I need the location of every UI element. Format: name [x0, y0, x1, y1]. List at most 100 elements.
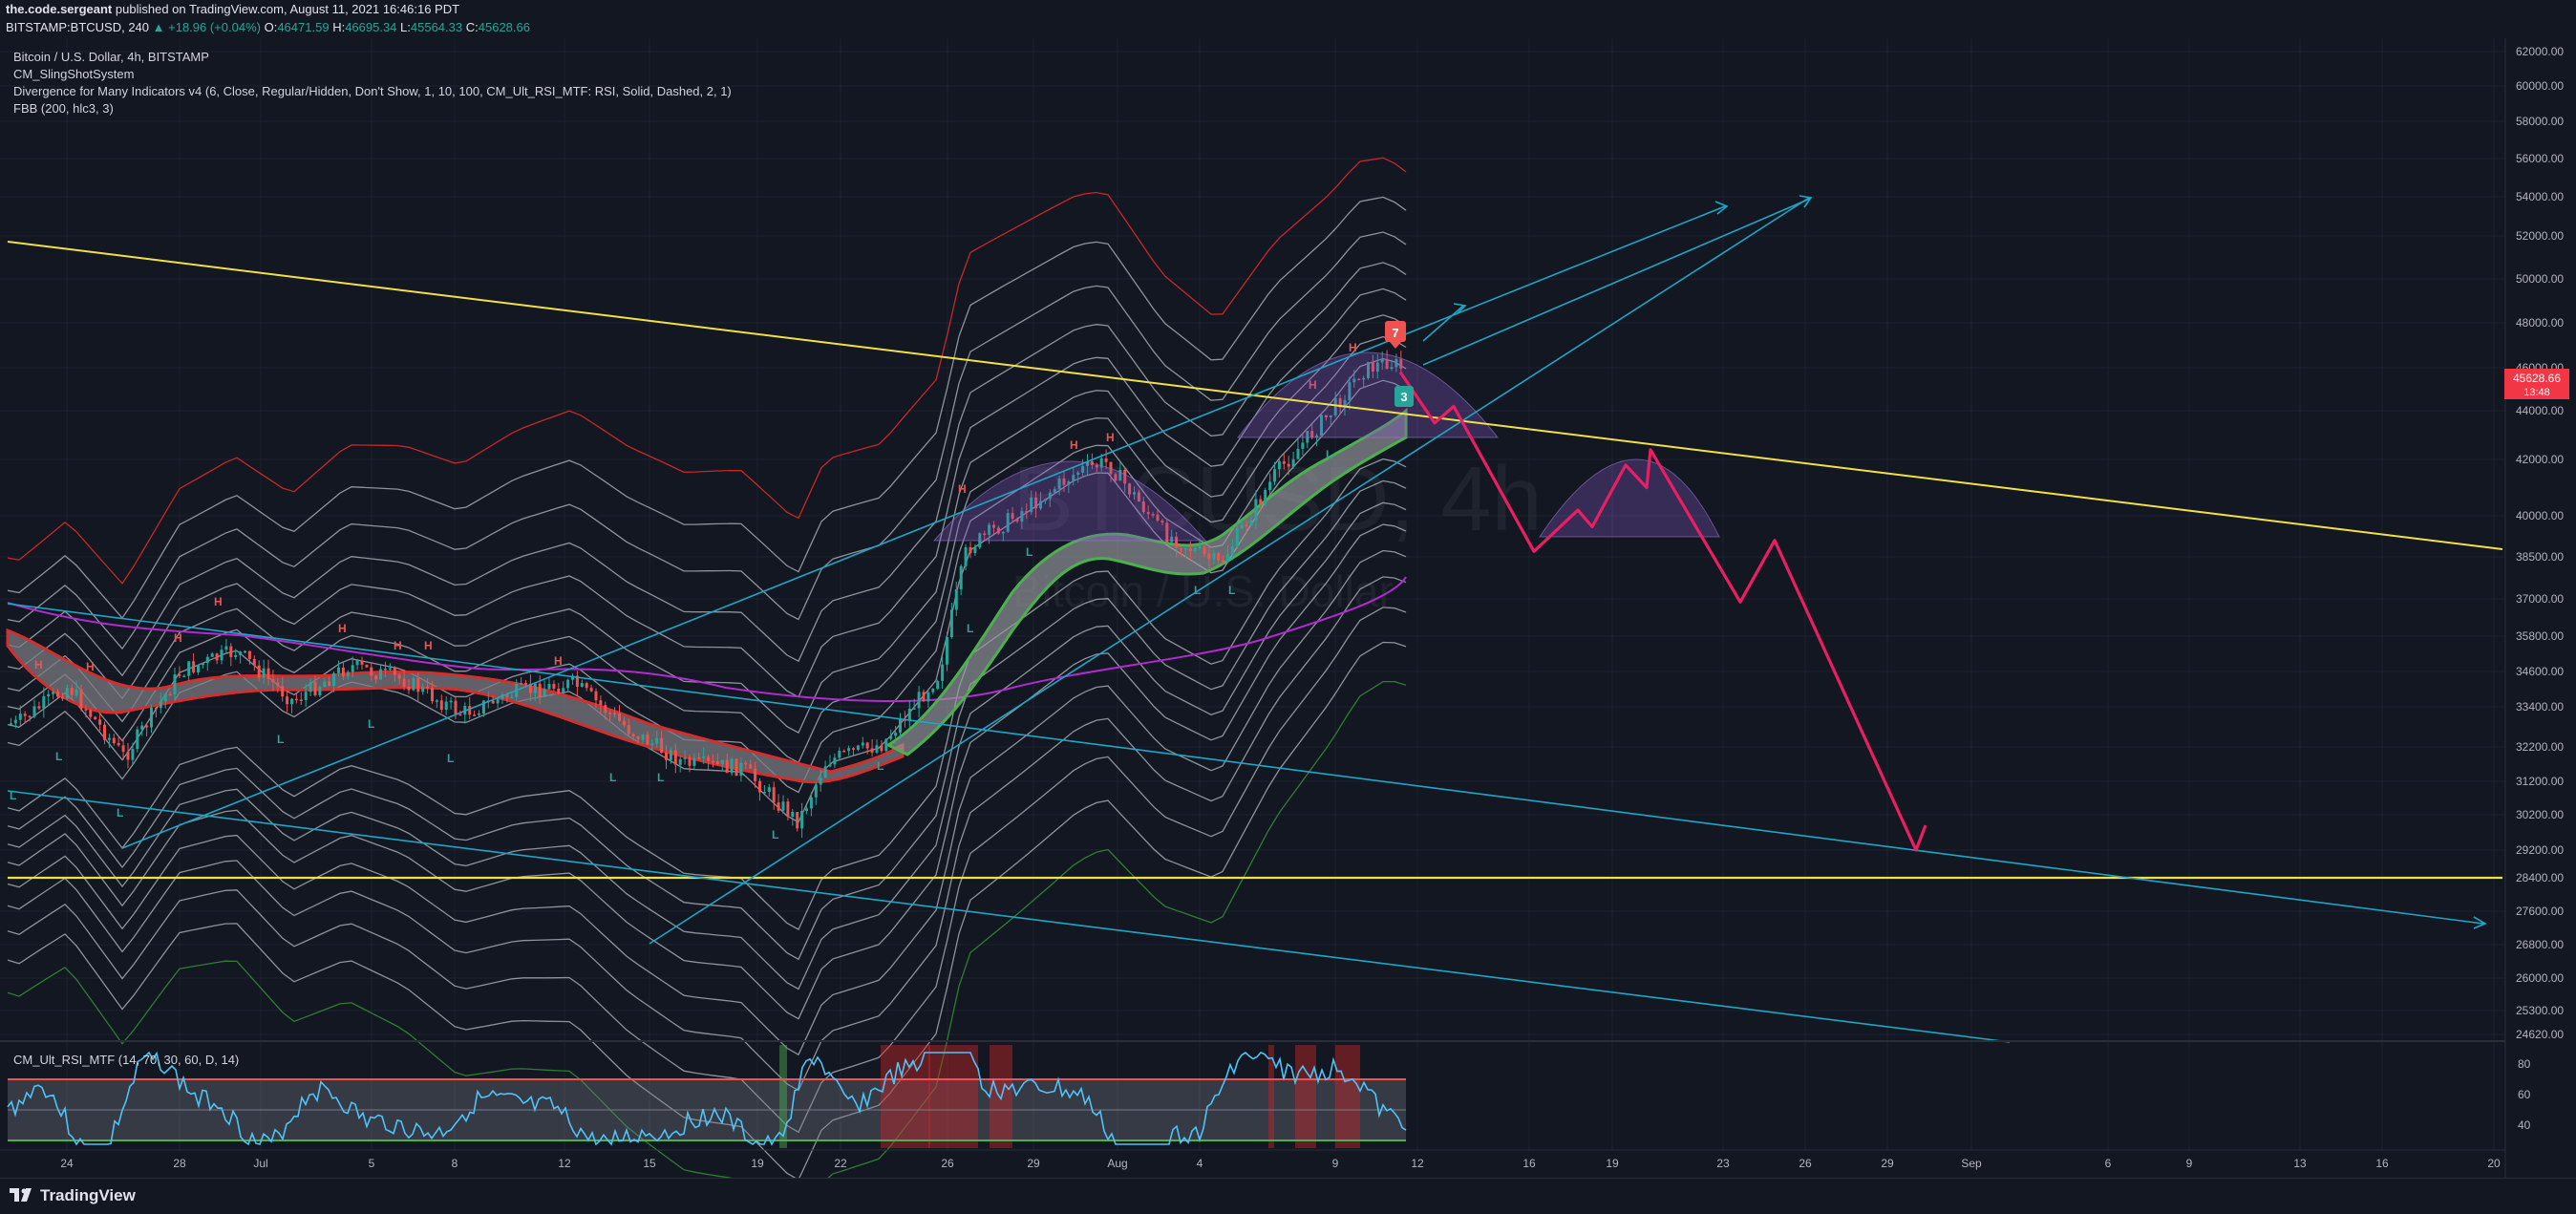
tradingview-logo[interactable]: TradingView — [10, 1186, 136, 1205]
svg-text:H: H — [86, 660, 95, 673]
candle-body — [10, 723, 12, 725]
price-tick-label: 42000.00 — [2516, 453, 2564, 466]
candle-body — [1222, 560, 1225, 563]
candle-body — [1048, 492, 1052, 500]
candle-body — [941, 664, 945, 681]
price-tick-label: 33400.00 — [2516, 700, 2564, 713]
candle-body — [37, 706, 41, 709]
price-tick-label: 48000.00 — [2516, 316, 2564, 330]
candle-body — [692, 757, 696, 766]
candle-body — [407, 686, 411, 691]
time-tick-label: 28 — [173, 1157, 186, 1170]
candle-body — [805, 808, 808, 811]
candle-body — [571, 675, 574, 680]
candle-body — [912, 708, 916, 710]
low-value: 45564.33 — [410, 20, 463, 34]
candle-body — [491, 700, 495, 704]
candle-body — [365, 664, 369, 668]
candle-body — [720, 759, 724, 765]
candle-body — [1165, 522, 1169, 543]
rsi-highlight-zone — [1268, 1045, 1274, 1148]
candle-body — [1235, 528, 1239, 546]
arc-pattern-1 — [932, 460, 1207, 542]
candle-body — [861, 742, 864, 746]
candle-body — [239, 651, 243, 655]
candle-body — [247, 650, 251, 659]
candle-body — [631, 734, 635, 736]
candle-body — [1306, 431, 1309, 443]
candle-body — [880, 745, 884, 752]
top-bar: the.code.sergeant published on TradingVi… — [0, 0, 2576, 38]
candle-body — [959, 565, 963, 590]
candle-body — [884, 738, 888, 752]
candle-body — [1086, 461, 1089, 466]
candle-body — [870, 748, 874, 753]
candle-body — [828, 764, 832, 767]
time-axis[interactable]: 24 28 Jul 5 8 12 15 19 22 26 29 Aug 4 9 12 16 19 23 26 29 Se… — [60, 1157, 2501, 1170]
candle-body — [688, 757, 692, 766]
svg-text:H: H — [174, 631, 182, 645]
price-tick-label: 37000.00 — [2516, 592, 2564, 606]
svg-text:L: L — [1228, 584, 1235, 597]
candle-body — [210, 653, 214, 657]
candle-body — [1291, 458, 1295, 467]
candle-body — [131, 749, 135, 760]
candle-body — [1273, 469, 1276, 482]
candle-body — [439, 700, 443, 710]
candle-body — [931, 689, 935, 692]
candle-body — [28, 715, 32, 718]
price-tick-label: 40000.00 — [2516, 509, 2564, 522]
price-chart[interactable]: BTCUSD, 4h Bitcoin / U.S. Dollar H H H H… — [0, 38, 2576, 1178]
candle-body — [1062, 478, 1066, 485]
candle-body — [421, 687, 425, 692]
candle-body — [112, 737, 116, 743]
candle-body — [520, 683, 523, 685]
candle-body — [1141, 501, 1145, 513]
candle-body — [1203, 546, 1206, 554]
change-value: ▲ +18.96 (+0.04%) — [152, 20, 261, 34]
price-tick-label: 52000.00 — [2516, 229, 2564, 243]
candle-body — [1240, 524, 1244, 529]
signal-markers[interactable]: 7 3 — [1385, 321, 1414, 407]
candle-body — [150, 707, 153, 728]
candle-body — [1118, 470, 1122, 481]
candle-body — [1310, 431, 1314, 438]
candle-body — [1128, 483, 1132, 495]
price-tick-label: 34600.00 — [2516, 665, 2564, 678]
price-tick-label: 38500.00 — [2516, 550, 2564, 564]
candle-body — [224, 646, 228, 650]
channel-line-4 — [649, 197, 1810, 945]
candle-body — [641, 734, 645, 740]
price-tick-label: 60000.00 — [2516, 79, 2564, 93]
candle-body — [796, 812, 799, 829]
symbol-label[interactable]: BITSTAMP:BTCUSD, 240 — [6, 20, 150, 34]
candle-body — [1193, 548, 1197, 552]
candle-body — [384, 669, 387, 671]
svg-text:L: L — [967, 622, 973, 635]
time-tick-label: 13 — [2293, 1157, 2307, 1170]
candle-body — [89, 710, 93, 717]
candle-body — [875, 745, 879, 753]
author-name[interactable]: the.code.sergeant — [6, 2, 113, 16]
candle-body — [1183, 548, 1187, 550]
candle-body — [973, 547, 977, 554]
arrow-head-1 — [1714, 201, 1729, 215]
time-tick-label: 6 — [2105, 1157, 2112, 1170]
rsi-title: CM_Ult_RSI_MTF (14, 70, 30, 60, D, 14) — [13, 1053, 239, 1067]
open-label: O: — [264, 20, 278, 34]
candle-body — [969, 546, 972, 554]
price-tick-label: 30200.00 — [2516, 808, 2564, 821]
price-tick-label: 26800.00 — [2516, 938, 2564, 951]
candle-body — [964, 546, 968, 566]
price-axis[interactable]: 62000.00 60000.00 58000.00 56000.00 54000.00… — [2516, 45, 2564, 1041]
candle-body — [1020, 511, 1024, 522]
close-label: C: — [465, 20, 479, 34]
candle-body — [337, 667, 340, 673]
sell-signal-label: 7 — [1392, 326, 1398, 340]
svg-text:H: H — [214, 595, 223, 608]
candle-body — [543, 689, 546, 697]
legend-fbb: FBB (200, hlc3, 3) — [13, 101, 114, 116]
candlesticks — [10, 350, 1403, 839]
candle-body — [197, 665, 200, 672]
candle-body — [627, 725, 630, 735]
